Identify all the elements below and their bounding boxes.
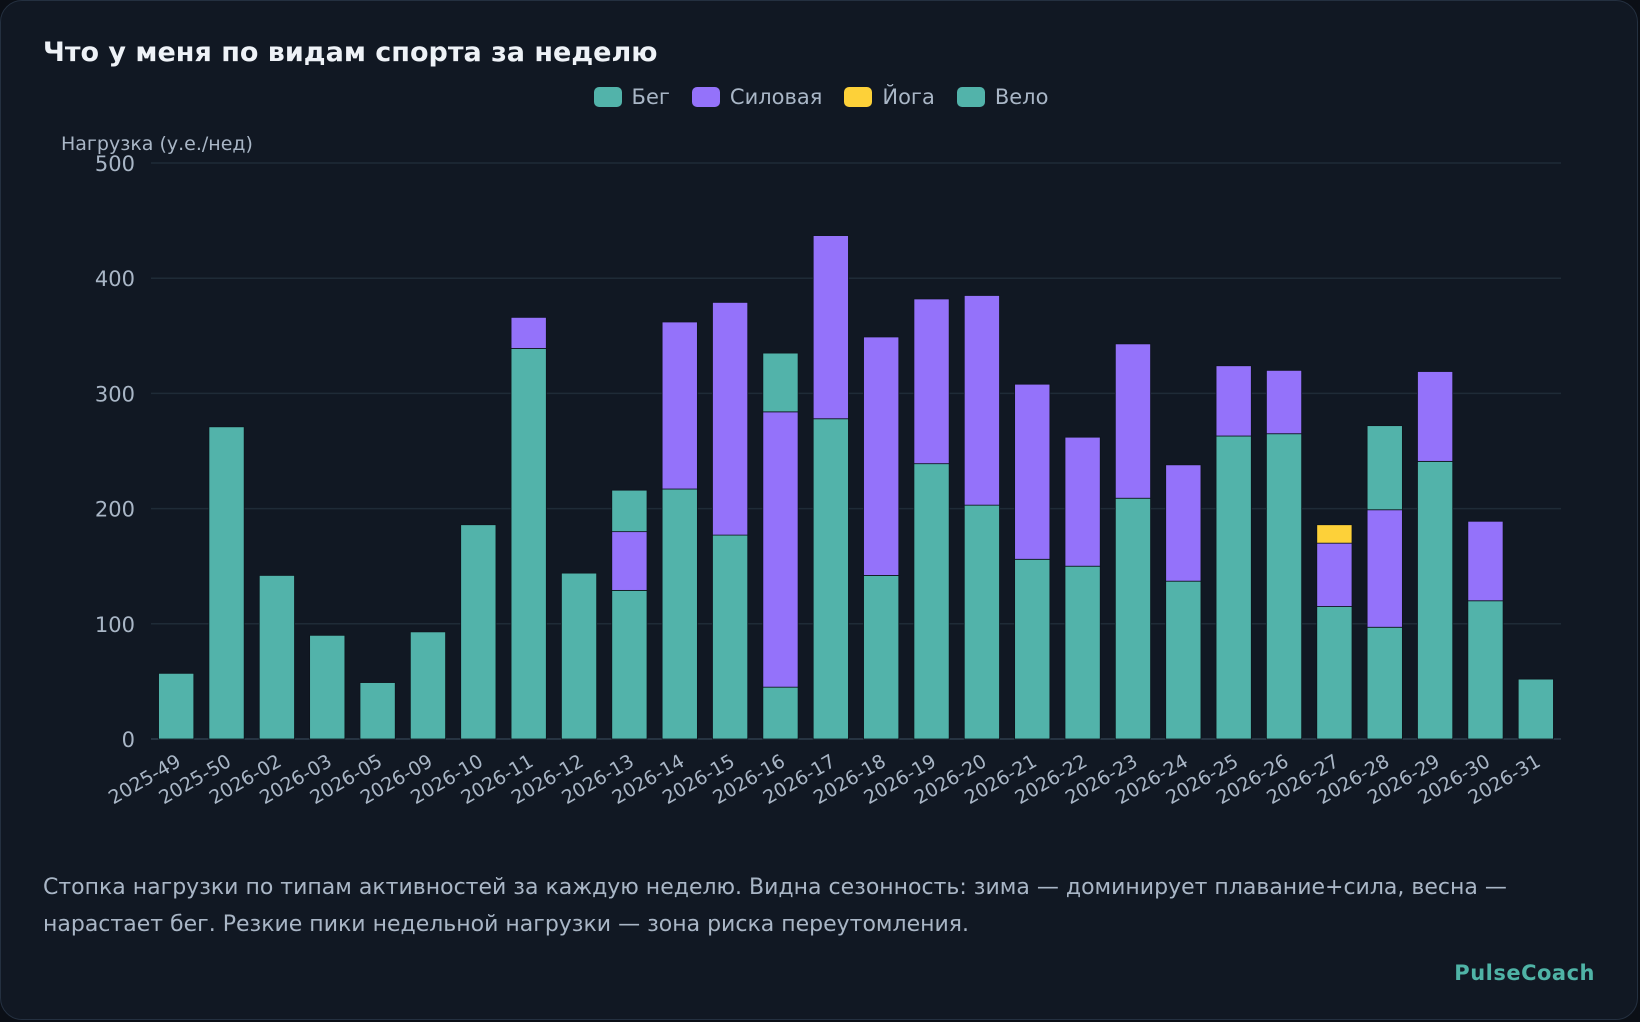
bar-segment-run [258,575,295,740]
y-tick-label: 400 [95,267,135,291]
bar-segment-strength [1316,542,1353,607]
legend-label-run: Бег [631,85,670,109]
bar-segment-run [1114,497,1151,740]
bar-segment-run [1266,433,1303,740]
bar-segment-strength [762,411,799,688]
chart-title: Что у меня по видам спорта за неделю [43,37,658,68]
bar-segment-run [460,524,497,740]
brand-logo: PulseCoach [1454,961,1595,985]
bar-segment-strength [1165,464,1202,582]
bar-segment-run [561,572,598,740]
bar-segment-run [812,418,849,740]
bar-segment-run [913,463,950,740]
bar-segment-run [1316,606,1353,740]
bar-segment-run [359,682,396,740]
chart-caption: Стопка нагрузки по типам активностей за … [43,875,1507,937]
bar-segment-strength [1467,520,1504,602]
legend-swatch-strength [691,87,720,107]
bar-segment-strength [963,295,1000,506]
legend-swatch-yoga [844,87,873,107]
bar-segment-strength [1064,436,1101,567]
chart-area: 0 100 200 300 400 500 Нагрузка (у.е./нед) 2025-… [1,121,1637,841]
legend-label-bike: Вело [994,85,1049,109]
bar-segment-strength [1114,343,1151,499]
bar-segment-strength [661,321,698,490]
legend-label-strength: Силовая [729,85,823,109]
legend-swatch-run [593,87,622,107]
bar-segment-run [1467,600,1504,740]
chart-legend: Бег Силовая Йога Вело [1,85,1637,109]
bar-segment-run [661,488,698,740]
bar-segment-strength [812,235,849,420]
y-tick-label: 200 [95,498,135,522]
legend-item-yoga[interactable]: Йога [844,85,935,109]
bar-segment-run [1417,460,1454,740]
bar-segment-strength [1417,371,1454,462]
legend-item-bike[interactable]: Вело [956,85,1049,109]
legend-item-run[interactable]: Бег [593,85,670,109]
y-tick-label: 0 [122,728,135,752]
bar-segment-run [1014,558,1051,740]
bar-segment-yoga [1316,524,1353,544]
bar-segment-run [1064,565,1101,740]
bar-segment-bike [762,352,799,413]
y-tick-label: 300 [95,382,135,406]
bar-segment-run [1517,678,1554,740]
legend-swatch-bike [956,87,985,107]
y-tick-label: 500 [95,152,135,176]
bar-segment-run [409,631,446,740]
bar-segment-bike [611,489,648,533]
legend-item-strength[interactable]: Силовая [691,85,823,109]
bar-segment-run [963,504,1000,740]
legend-label-yoga: Йога [882,85,935,109]
bar-segment-strength [611,531,648,591]
bar-segment-run [611,589,648,740]
bar-segment-run [712,534,749,740]
bar-segment-strength [1014,383,1051,560]
bar-segment-strength [863,336,900,576]
bar-segment-run [208,426,245,740]
bar-segment-run [1215,435,1252,740]
bar-segment-strength [1215,365,1252,437]
bar-segment-strength [913,298,950,465]
bar-segment-run [1366,626,1403,740]
bar-segment-run [510,348,547,740]
y-tick-label: 100 [95,613,135,637]
bar-segment-run [158,672,195,740]
bar-segment-strength [510,316,547,349]
bar-segment-run [309,634,346,740]
bar-segment-strength [1266,369,1303,435]
bar-segment-run [762,686,799,740]
bar-segment-bike [1366,425,1403,511]
bar-segment-run [1165,580,1202,740]
bar-segment-strength [712,301,749,536]
y-axis-label: Нагрузка (у.е./нед) [61,133,253,155]
bar-segment-run [863,575,900,740]
bar-segment-strength [1366,509,1403,628]
